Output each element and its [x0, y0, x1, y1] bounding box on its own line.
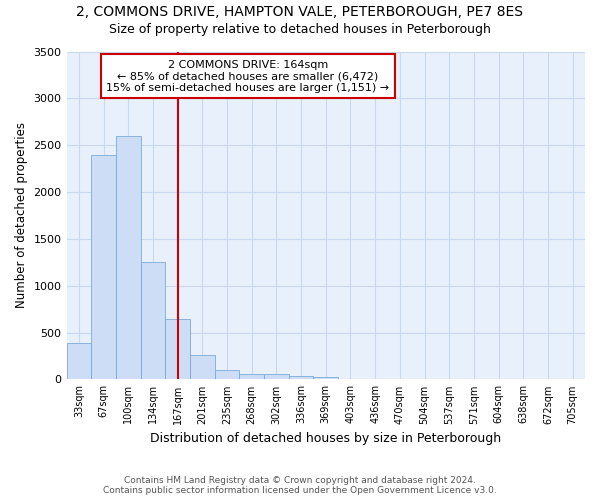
Bar [289, 376, 313, 380]
Text: Size of property relative to detached houses in Peterborough: Size of property relative to detached ho… [109, 22, 491, 36]
Bar [116, 136, 140, 380]
Text: 2, COMMONS DRIVE, HAMPTON VALE, PETERBOROUGH, PE7 8ES: 2, COMMONS DRIVE, HAMPTON VALE, PETERBOR… [77, 5, 523, 19]
X-axis label: Distribution of detached houses by size in Peterborough: Distribution of detached houses by size … [150, 432, 502, 445]
Bar [67, 343, 91, 380]
Bar [165, 319, 190, 380]
Bar [91, 154, 116, 380]
Y-axis label: Number of detached properties: Number of detached properties [15, 122, 28, 308]
Bar [264, 374, 289, 380]
Bar [215, 370, 239, 380]
Bar [190, 354, 215, 380]
Bar [239, 374, 264, 380]
Text: 2 COMMONS DRIVE: 164sqm
← 85% of detached houses are smaller (6,472)
15% of semi: 2 COMMONS DRIVE: 164sqm ← 85% of detache… [106, 60, 389, 93]
Bar [313, 377, 338, 380]
Text: Contains HM Land Registry data © Crown copyright and database right 2024.
Contai: Contains HM Land Registry data © Crown c… [103, 476, 497, 495]
Bar [140, 262, 165, 380]
